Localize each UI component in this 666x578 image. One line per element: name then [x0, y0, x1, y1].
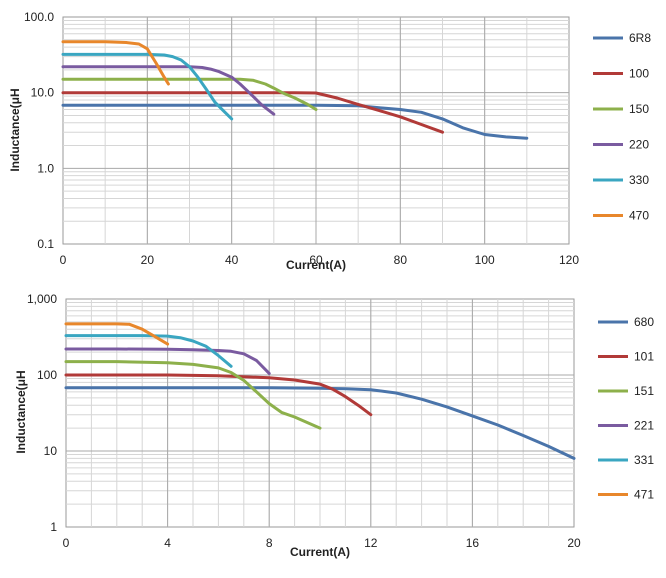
- y-tick-label: 1,000: [27, 292, 57, 306]
- y-axis-label: Inductance(μH: [14, 370, 28, 453]
- y-tick-label: 100: [37, 368, 57, 382]
- series-line-680: [64, 386, 576, 460]
- series-line-101: [64, 373, 373, 417]
- x-tick-label: 40: [225, 253, 239, 267]
- series-line-6R8: [61, 103, 529, 140]
- legend-label: 100: [629, 67, 649, 81]
- legend-label: 221: [634, 419, 654, 433]
- legend-label: 150: [629, 102, 649, 116]
- legend-label: 101: [634, 350, 654, 364]
- series-line-331: [64, 334, 233, 368]
- x-tick-label: 16: [466, 536, 480, 550]
- x-tick-label: 20: [141, 253, 155, 267]
- x-tick-label: 0: [63, 536, 70, 550]
- x-axis-label: Current(A): [290, 545, 350, 559]
- legend-label: 220: [629, 138, 649, 152]
- x-tick-label: 80: [394, 253, 408, 267]
- series-line-470: [61, 40, 170, 86]
- x-axis-label: Current(A): [286, 258, 346, 272]
- y-tick-label: 100.0: [24, 10, 54, 24]
- y-tick-label: 10: [44, 444, 58, 458]
- x-tick-label: 120: [559, 253, 579, 267]
- legend-label: 471: [634, 488, 654, 502]
- y-tick-label: 1: [50, 520, 57, 534]
- chart-lower: 0 4 8 12 16 20 1 10 100 1,000 Current(A) Inductance…: [14, 292, 654, 559]
- x-tick-label: 60: [309, 253, 323, 267]
- series-line-100: [61, 91, 444, 134]
- legend-label: 470: [629, 209, 649, 223]
- x-tick-label: 12: [364, 536, 378, 550]
- series-line-220: [61, 65, 276, 116]
- x-tick-label: 8: [266, 536, 273, 550]
- legend-label: 330: [629, 173, 649, 187]
- series-line-150: [61, 77, 318, 111]
- x-tick-label: 4: [164, 536, 171, 550]
- legend-label: 680: [634, 315, 654, 329]
- x-tick-label: 0: [60, 253, 67, 267]
- y-tick-label: 1.0: [37, 161, 54, 175]
- series-line-330: [61, 52, 234, 121]
- legend-label: 6R8: [629, 31, 651, 45]
- y-tick-label: 0.1: [37, 237, 54, 251]
- legend-label: 331: [634, 453, 654, 467]
- y-axis-label: Inductance(μH: [8, 88, 22, 171]
- legend-label: 151: [634, 384, 654, 398]
- x-tick-label: 100: [475, 253, 495, 267]
- series-line-471: [64, 322, 170, 346]
- y-tick-label: 10.0: [31, 86, 55, 100]
- x-tick-label: 20: [567, 536, 581, 550]
- series-line-151: [64, 360, 322, 430]
- series-line-221: [64, 347, 271, 375]
- chart-upper: 0 20 40 60 80 100 120 0.1 1.0 10.0 100.0 Current(A)…: [8, 10, 651, 272]
